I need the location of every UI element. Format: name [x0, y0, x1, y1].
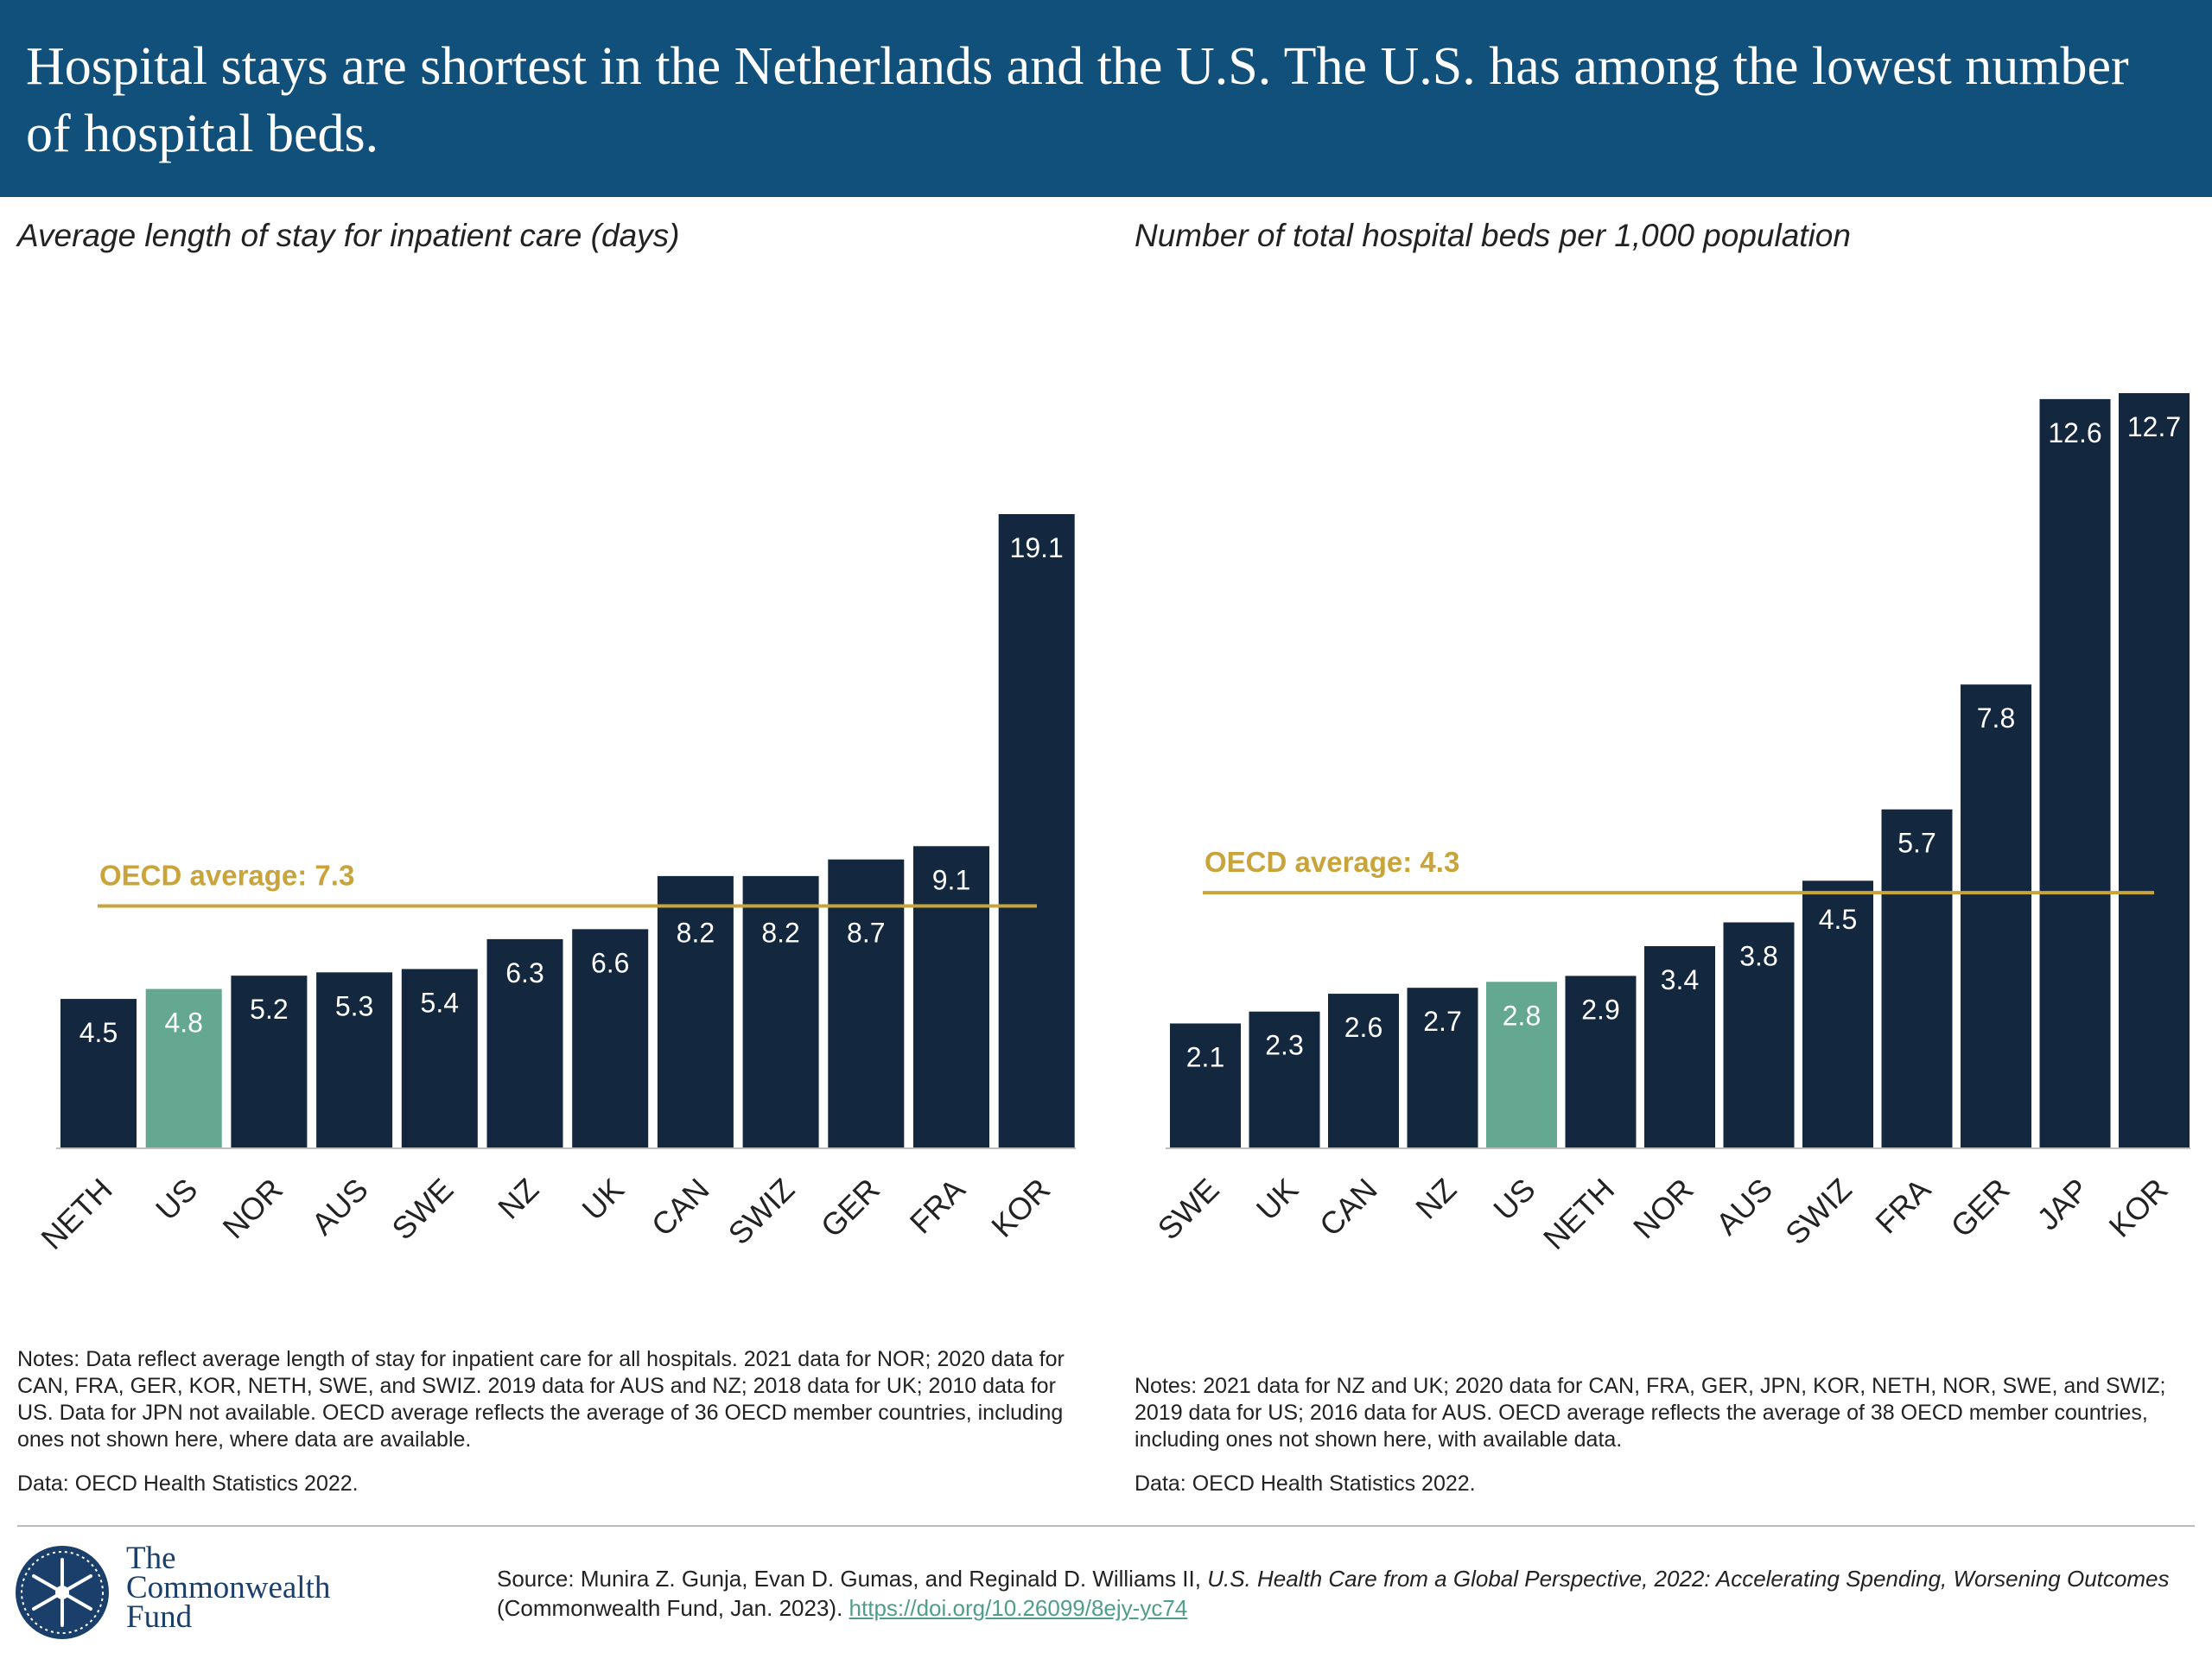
category-label-uk: UK: [1249, 1172, 1305, 1227]
bar-neth: [1565, 976, 1637, 1148]
value-label-fra: 9.1: [932, 864, 970, 895]
value-label-ger: 8.7: [847, 917, 885, 948]
value-label-us: 4.8: [164, 1007, 202, 1039]
bar-swiz: [1802, 880, 1873, 1148]
value-label-uk: 6.6: [591, 947, 629, 978]
commonwealth-fund-logo: The Commonwealth Fund: [14, 1542, 377, 1646]
category-label-jap: JAP: [2030, 1172, 2095, 1237]
bar-nor: [231, 976, 308, 1148]
value-label-aus: 5.3: [335, 990, 373, 1021]
source-citation: Source: Munira Z. Gunja, Evan D. Gumas, …: [497, 1564, 2190, 1623]
snowflake-emblem-icon: [16, 1546, 109, 1639]
value-label-uk: 2.3: [1265, 1030, 1303, 1061]
category-label-neth: NETH: [1536, 1172, 1621, 1256]
doi-link[interactable]: https://doi.org/10.26099/8ejy-yc74: [849, 1595, 1188, 1621]
value-label-neth: 4.5: [79, 1017, 118, 1048]
bar-aus: [1723, 922, 1795, 1148]
category-label-nz: NZ: [1408, 1172, 1463, 1226]
bar-us: [1486, 982, 1557, 1148]
oecd-average-label: OECD average: 4.3: [1205, 846, 1459, 878]
category-label-kor: KOR: [2102, 1172, 2175, 1244]
category-label-swiz: SWIZ: [1778, 1172, 1859, 1252]
value-label-aus: 3.8: [1739, 940, 1777, 971]
bar-can: [657, 875, 734, 1148]
logo-text-line-2: Commonwealth: [126, 1570, 331, 1605]
category-label-aus: AUS: [1709, 1172, 1779, 1242]
bar-nz: [486, 938, 563, 1148]
left-chart-notes: Notes: Data reflect average length of st…: [17, 1347, 1065, 1452]
bar-uk: [572, 929, 649, 1148]
left-chart-data-source: Data: OECD Health Statistics 2022.: [17, 1471, 359, 1496]
value-label-swe: 5.4: [421, 987, 459, 1018]
length-of-stay-chart: 4.5NETH4.8US5.2NOR5.3AUS5.4SWE6.3NZ6.6UK…: [34, 514, 1076, 1256]
bar-swe: [1170, 1023, 1241, 1148]
value-label-swiz: 8.2: [761, 917, 799, 948]
bar-nor: [1644, 946, 1715, 1148]
right-chart-data-source: Data: OECD Health Statistics 2022.: [1135, 1471, 1476, 1496]
source-publisher: (Commonwealth Fund, Jan. 2023).: [497, 1595, 849, 1621]
value-label-jap: 12.6: [2048, 417, 2101, 448]
right-chart-title: Number of total hospital beds per 1,000 …: [1135, 218, 1851, 253]
value-label-nz: 2.7: [1423, 1006, 1461, 1037]
bar-jap: [2039, 398, 2111, 1148]
header-banner: Hospital stays are shortest in the Nethe…: [0, 0, 2212, 197]
bar-fra: [1881, 809, 1953, 1148]
value-label-can: 8.2: [677, 917, 715, 948]
category-label-swe: SWE: [1151, 1172, 1226, 1247]
category-label-us: US: [1486, 1172, 1541, 1227]
value-label-kor: 19.1: [1010, 532, 1064, 563]
bar-kor: [2119, 393, 2190, 1148]
value-label-us: 2.8: [1503, 1000, 1541, 1031]
bar-can: [1328, 994, 1399, 1148]
value-label-neth: 2.9: [1581, 994, 1619, 1025]
bar-uk: [1249, 1011, 1320, 1148]
value-label-nor: 5.2: [250, 994, 288, 1025]
category-label-ger: GER: [1944, 1172, 2017, 1244]
category-label-fra: FRA: [1868, 1172, 1937, 1241]
value-label-can: 2.6: [1344, 1012, 1382, 1043]
value-label-swiz: 4.5: [1819, 904, 1857, 935]
bar-nz: [1407, 988, 1478, 1148]
value-label-swe: 2.1: [1186, 1041, 1224, 1072]
value-label-fra: 5.7: [1897, 828, 1936, 859]
bar-ger: [1961, 684, 2031, 1148]
logo-text-line-3: Fund: [126, 1599, 193, 1635]
bar-swiz: [742, 875, 819, 1148]
page-title: Hospital stays are shortest in the Nethe…: [26, 37, 2129, 163]
bar-neth: [60, 999, 137, 1148]
bar-aus: [316, 972, 393, 1148]
bar-us: [145, 988, 222, 1148]
bar-kor: [998, 514, 1075, 1148]
logo-text-line-1: The: [126, 1541, 176, 1576]
left-chart-title: Average length of stay for inpatient car…: [17, 218, 680, 253]
value-label-ger: 7.8: [1977, 702, 2015, 734]
value-label-nz: 6.3: [505, 957, 543, 988]
value-label-kor: 12.7: [2127, 411, 2181, 442]
category-label-nor: NOR: [1626, 1172, 1700, 1246]
footer-divider: [17, 1525, 2195, 1527]
category-label-can: CAN: [1313, 1172, 1384, 1243]
right-chart-notes: Notes: 2021 data for NZ and UK; 2020 dat…: [1135, 1374, 2166, 1452]
value-label-nor: 3.4: [1661, 964, 1699, 995]
bar-fra: [913, 846, 989, 1148]
source-authors: Source: Munira Z. Gunja, Evan D. Gumas, …: [497, 1566, 1208, 1592]
oecd-average-label: OECD average: 7.3: [99, 859, 354, 891]
hospital-beds-chart: 2.1 SWE 2.3 UK 2.6 CAN 2.7 NZ 2.8 US 2.9 NETH 3.4 NOR…: [1151, 393, 2190, 1256]
source-report-title: U.S. Health Care from a Global Perspecti…: [1207, 1566, 2170, 1592]
bar-swe: [401, 969, 478, 1148]
